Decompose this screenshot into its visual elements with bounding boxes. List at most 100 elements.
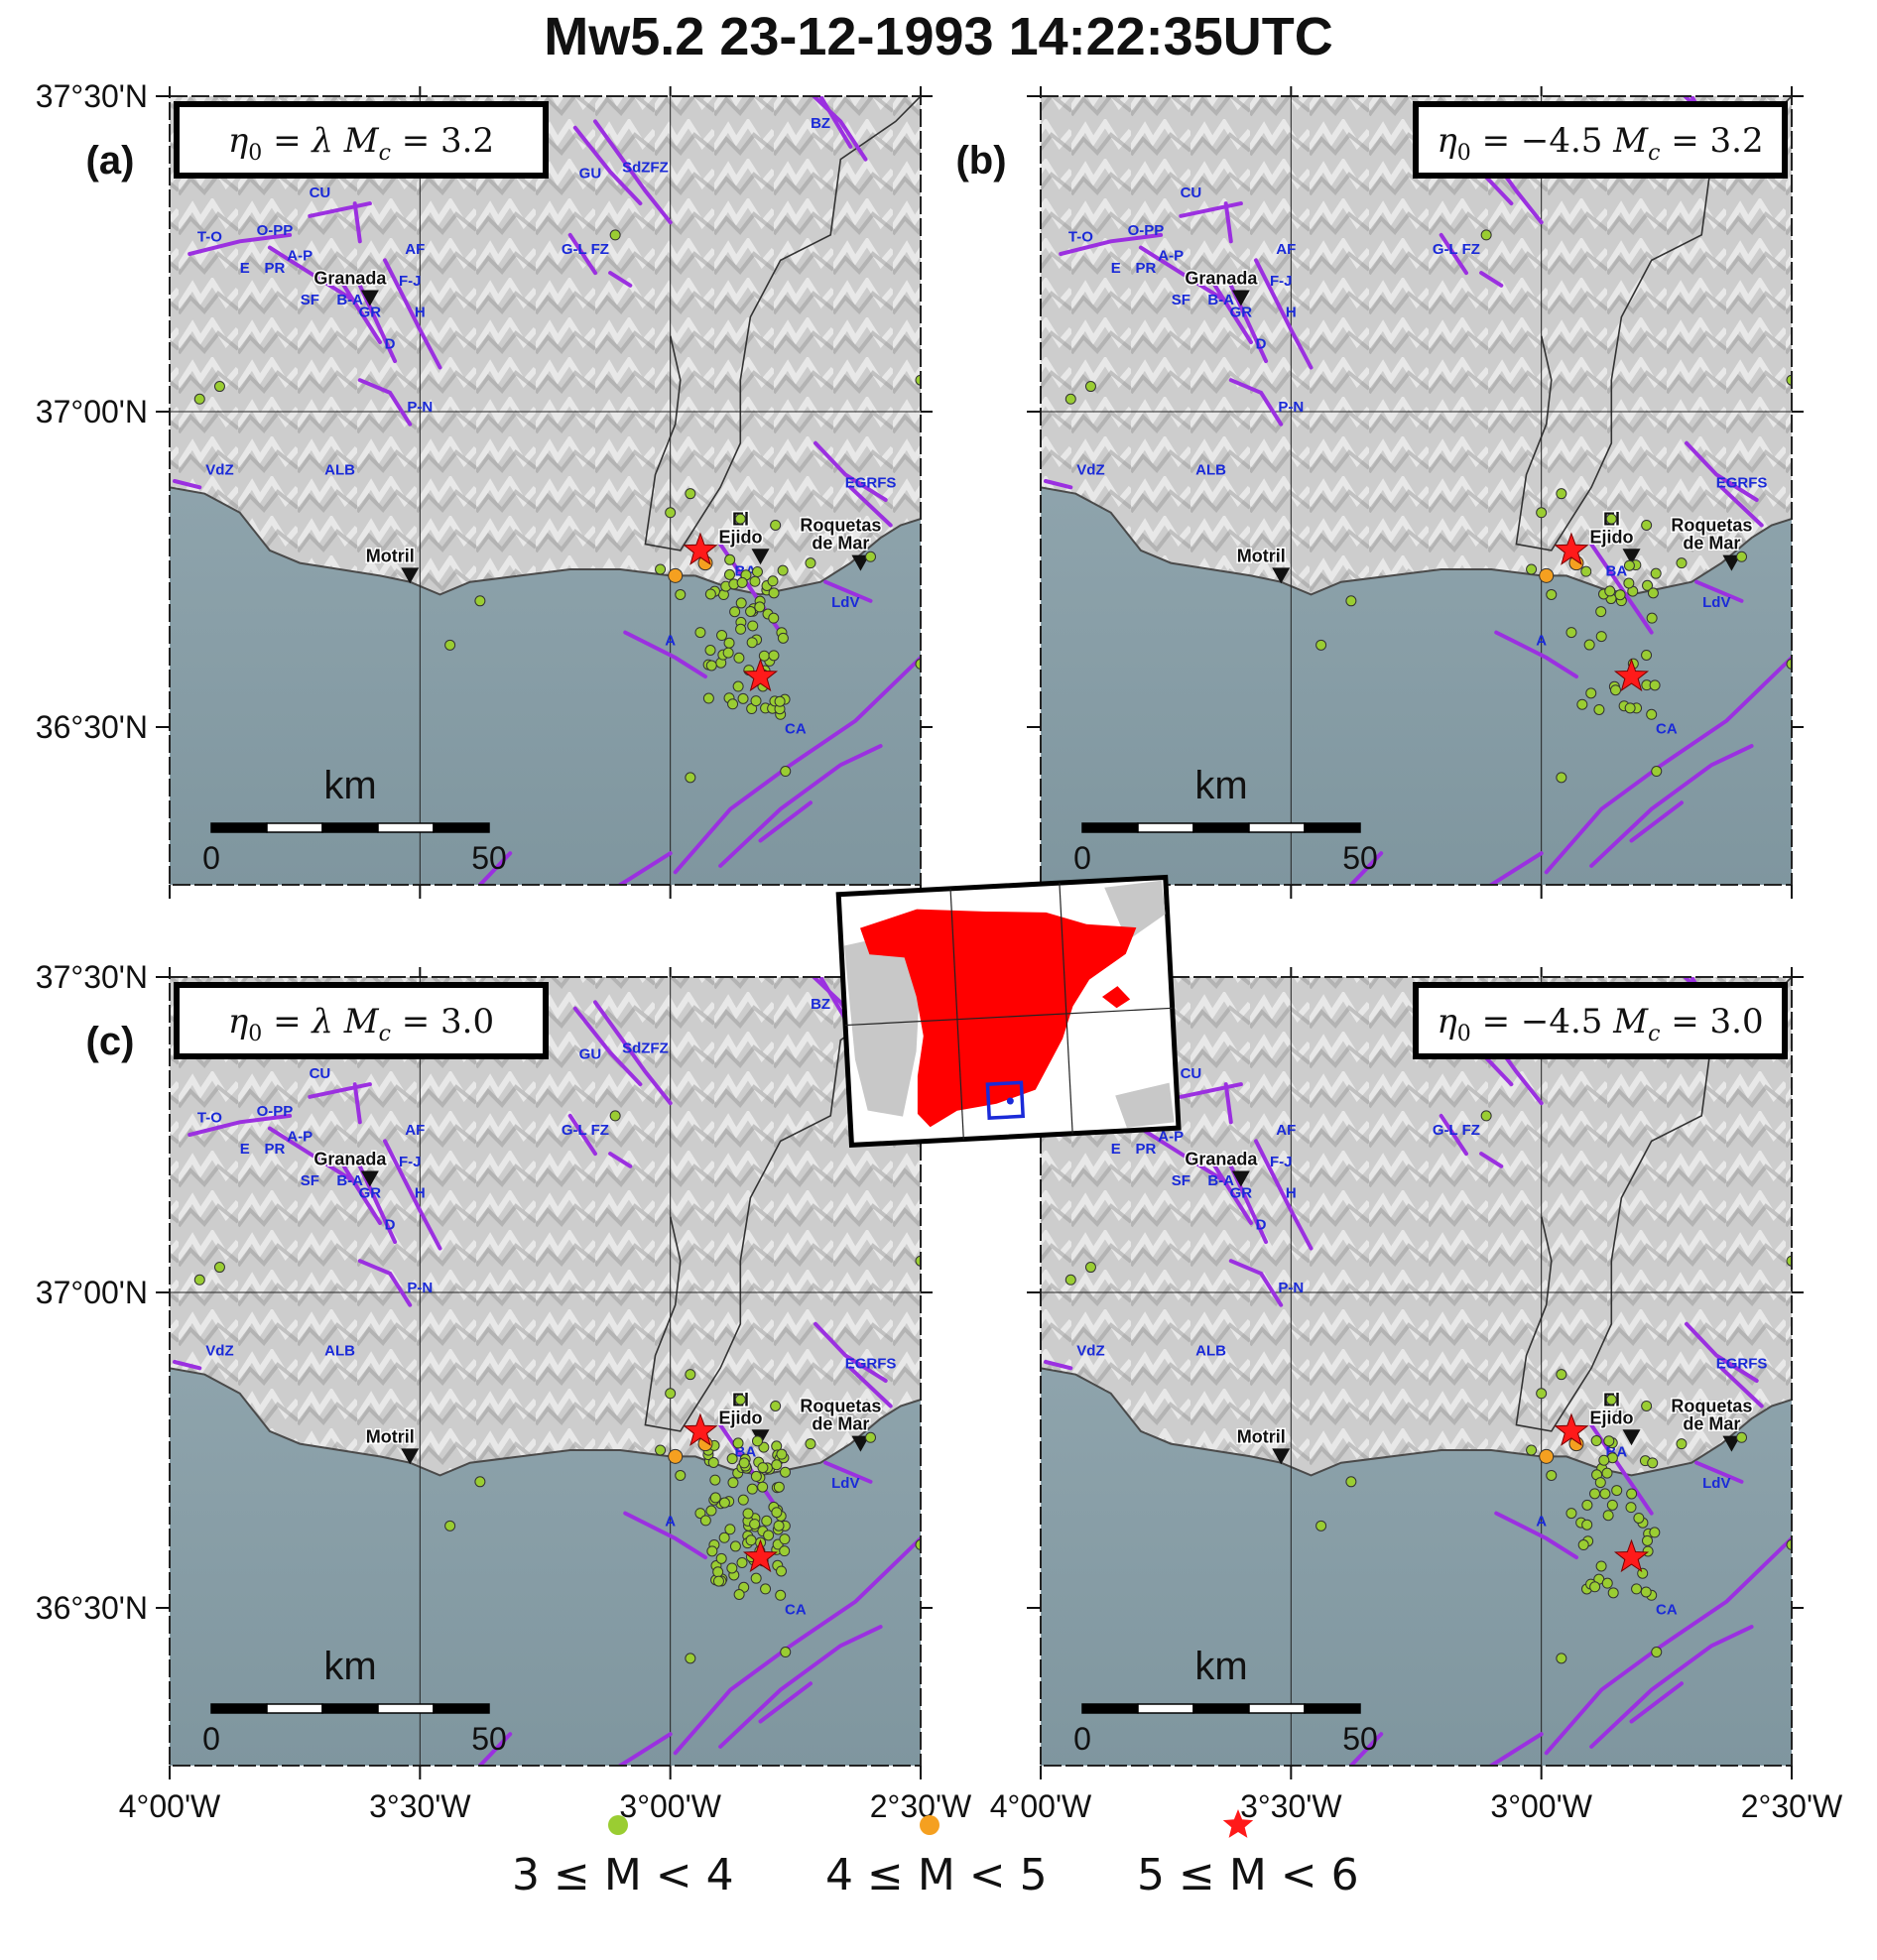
quake-small [1736,551,1748,562]
study-area-box [985,1080,1026,1120]
fault-label: D [1256,1216,1267,1233]
fault-label: H [415,305,426,321]
quake-large [683,532,718,565]
fault-trace [1348,1732,1384,1766]
panel-label: (c) [86,1020,135,1063]
quake-large [742,658,779,692]
coastline [170,486,921,596]
lon-tick-label: 4°00'W [119,1788,221,1824]
scale-segment [210,822,268,833]
quake-small [1605,1394,1617,1406]
quake-small [1345,1476,1357,1488]
fault-label: D [385,1216,396,1233]
quake-small [1345,595,1357,607]
quake-small [1546,588,1558,600]
quake-large [1613,658,1650,692]
quake-small [729,1540,741,1552]
fault-trace [1179,201,1243,218]
quake-small [1676,557,1688,569]
quake-small [751,1435,763,1447]
quake-small [685,488,696,500]
quake-small [665,1388,677,1400]
quake-small [712,1575,724,1587]
quake-small [675,588,687,600]
fault-label: H [415,1185,426,1202]
fault-label: CA [785,720,807,737]
map-area: BZGUSdZFZCUT-OO-PPAFA-PEPRF-JSFB-AGRHDG-… [1041,977,1792,1766]
quake-small [1589,1581,1601,1593]
legend-symbol-medium [920,1815,939,1835]
quake-small [1605,513,1617,525]
quake-small [732,1437,744,1449]
quake-small [704,588,716,600]
fault-trace [173,1360,202,1371]
fault-label: BZ [811,115,830,132]
fault-label: O-PP [257,1103,294,1120]
inset-parallel [845,1007,1173,1027]
fault-trace [623,1511,707,1560]
quake-small [1623,559,1635,571]
quake-small [1595,1560,1607,1572]
lat-tick-label: 36°30'N [36,709,148,745]
figure-title: Mw5.2 23-12-1993 14:22:35UTC [544,7,1333,66]
fault-trace [823,1460,873,1484]
quake-small [1581,1519,1593,1531]
fault-label: T-O [197,1109,222,1126]
quake-small [732,680,744,692]
quake-small [1589,1488,1601,1500]
quake-small [1315,639,1327,651]
town-label: de Mar [812,1414,869,1434]
quake-small [770,519,782,531]
legend-label-medium: 4 ≤ M < 5 [825,1850,1048,1900]
fault-label: G-L FZ [1433,1122,1480,1139]
quake-small [750,695,762,707]
fault-label: CA [1656,1601,1678,1618]
scale-segment [377,1703,435,1714]
fault-trace [1479,1152,1504,1168]
quake-small [746,637,758,649]
north-africa [1115,1082,1175,1128]
parameter-formula: η0 = λ Mc = 3.0 [228,1002,494,1046]
quake-small [1595,631,1607,643]
town-marker [1272,567,1291,584]
scale-segment [321,822,379,833]
fault-label: LdV [1702,1475,1730,1492]
quake-small [750,1572,762,1584]
town-label: Ejido [1590,1408,1634,1427]
quake-small [716,630,728,642]
spain [860,909,1137,1128]
fault-trace [1223,201,1233,244]
lat-tick-label: 37°00'N [36,1275,148,1310]
quake-small [705,660,717,672]
fault-trace [593,1000,673,1106]
quake-small [757,1481,769,1493]
lon-tick-label: 2°30'W [1741,1788,1843,1824]
lon-tick-label: 2°30'W [870,1788,972,1824]
fault-trace [477,1732,513,1766]
panel-label: (a) [86,139,135,183]
quake-small [1611,1485,1623,1497]
fault-trace [1138,1126,1223,1181]
quake-small [757,1462,769,1474]
quake-small [1641,649,1653,661]
quake-small [1577,1539,1589,1551]
fault-trace [1694,1460,1744,1484]
town-marker [851,554,870,571]
fault-trace [813,440,888,502]
map-area: BZGUSdZFZCUT-OO-PPAFA-PEPRF-JSFB-AGRHDG-… [1041,96,1792,885]
fault-label: O-PP [257,222,294,239]
fault-trace [848,485,893,528]
town-marker [1231,1170,1250,1187]
fault-trace [673,656,921,875]
fault-trace [173,479,202,490]
quake-small [773,1520,785,1531]
fault-label: A-P [287,247,313,264]
map-frame [169,95,922,886]
quake-small [749,1519,761,1531]
fault-label: VdZ [205,462,233,479]
quake-small [694,627,706,639]
quake-small [1565,627,1577,639]
scale-start: 0 [202,840,220,876]
quake-small [770,1400,782,1411]
quake-large [1613,1538,1650,1573]
